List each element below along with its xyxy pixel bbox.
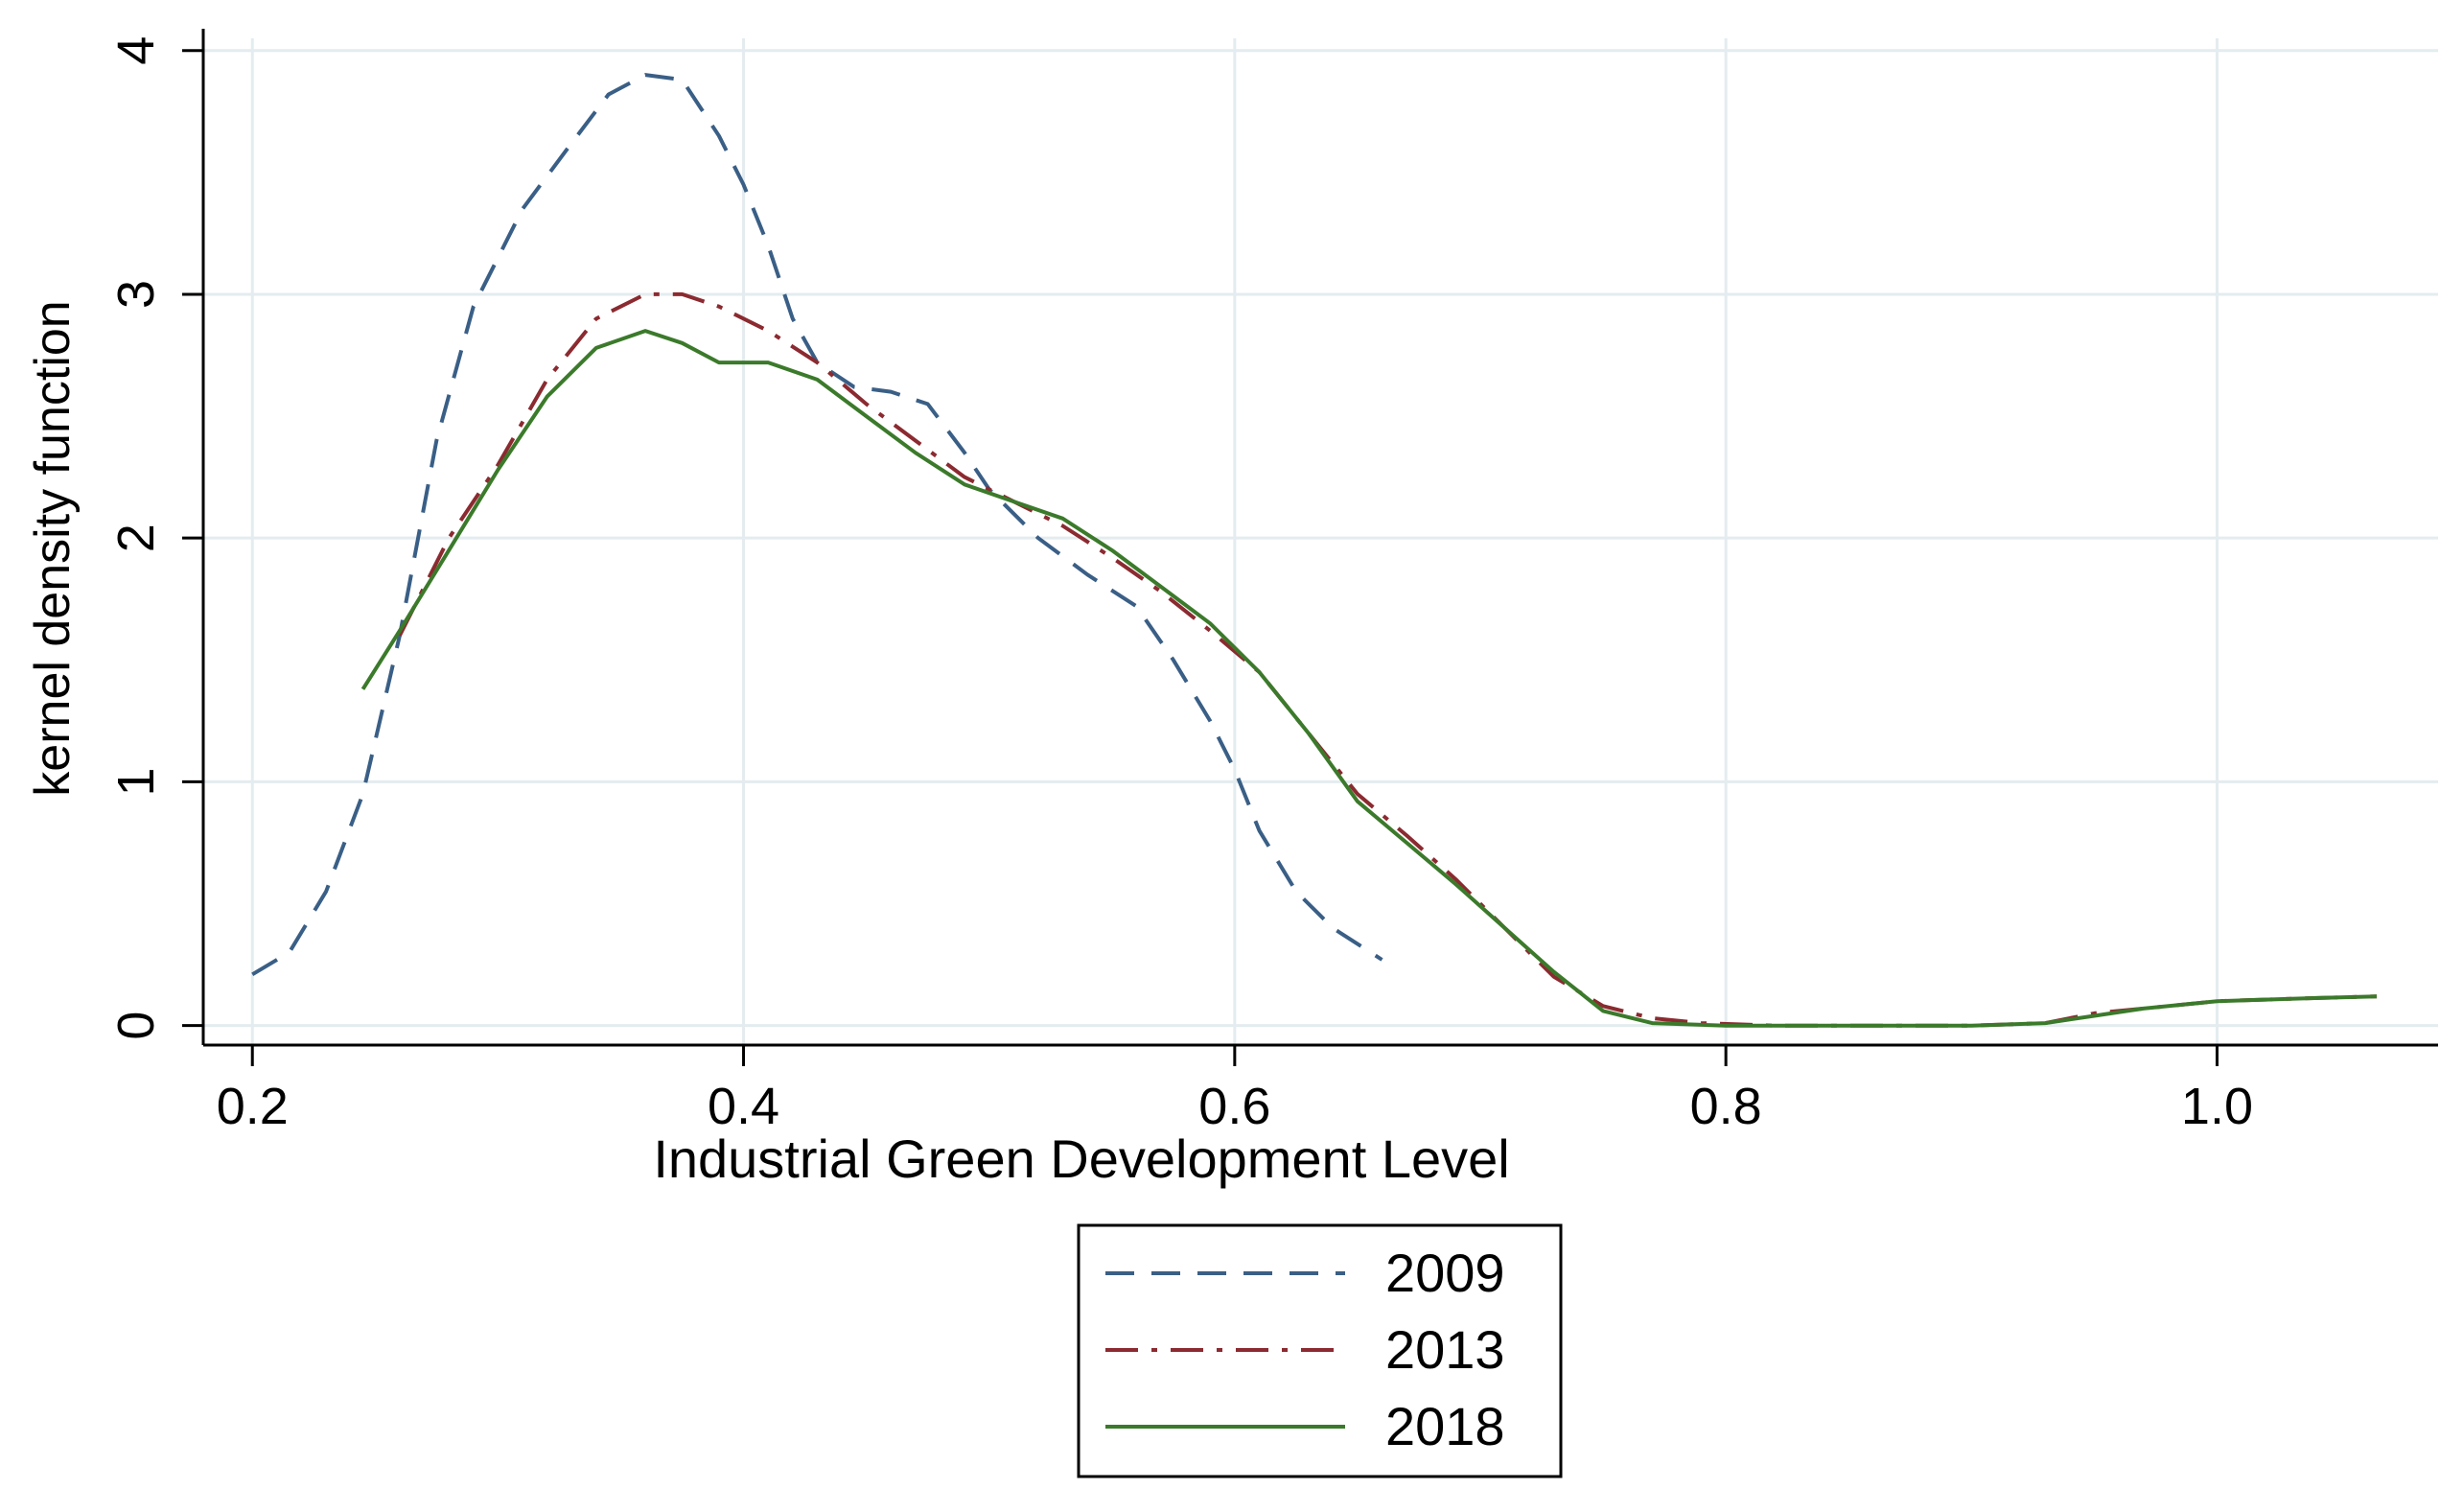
x-tick-label: 0.8	[1690, 1078, 1762, 1135]
legend-label-2013: 2013	[1385, 1319, 1505, 1380]
series-lines	[251, 73, 2378, 1028]
axes	[182, 29, 2438, 1066]
series-line-2018	[360, 329, 2378, 1028]
x-tick-label: 0.2	[217, 1078, 289, 1135]
y-axis-label: kernel density function	[25, 300, 81, 796]
tick-labels: 0 1 2 3 4 0.2 0.4 0.6 0.8 1.0	[107, 36, 2253, 1135]
y-tick-label: 1	[107, 767, 165, 796]
series-line-2009	[251, 73, 1383, 977]
legend: 2009 2013 2018	[1077, 1223, 1563, 1478]
legend-label-2018: 2018	[1385, 1396, 1505, 1456]
y-tick-label: 3	[107, 280, 165, 309]
grid-lines	[203, 38, 2438, 1045]
y-tick-label: 2	[107, 523, 165, 552]
x-tick-label: 1.0	[2181, 1078, 2253, 1135]
y-tick-label: 4	[107, 36, 165, 65]
x-axis-label: Industrial Green Development Level	[653, 1128, 1509, 1189]
legend-label-2009: 2009	[1385, 1243, 1505, 1303]
y-tick-label: 0	[107, 1012, 165, 1040]
x-tick-label: 0.6	[1198, 1078, 1270, 1135]
x-tick-label: 0.4	[708, 1078, 779, 1135]
